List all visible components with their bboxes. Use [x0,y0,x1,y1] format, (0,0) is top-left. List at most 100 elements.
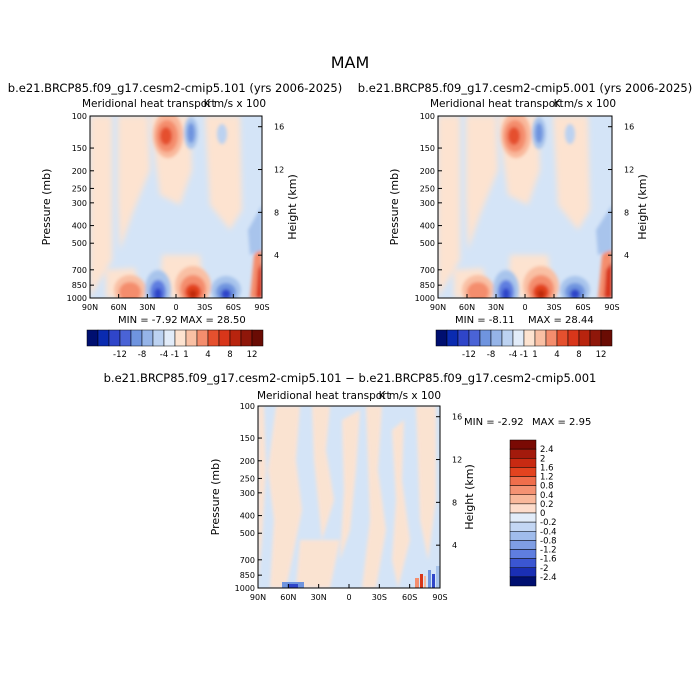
x-tick-label: 90N [430,303,446,312]
heatmap-field [258,406,440,588]
y-axis-label: Pressure (mb) [209,459,222,536]
colorbar-swatch [578,329,591,347]
y-right-tick-label: 8 [624,208,629,217]
y-tick-label: 200 [240,457,255,466]
colorbar-swatch [509,576,537,587]
panel-units: K m/s x 100 [379,390,441,402]
y-tick-label: 300 [420,199,435,208]
y-tick-label: 700 [240,556,255,565]
panel-title: b.e21.BRCP85.f09_g17.cesm2-cmip5.001 (yr… [358,81,692,95]
colorbar-label: -0.2 [540,518,557,528]
y-tick-label: 150 [420,144,435,153]
y-tick-label: 700 [420,266,435,275]
colorbar-label: -1 [171,350,179,360]
x-tick-label: 60N [459,303,475,312]
colorbar-swatch [435,329,448,347]
colorbar-label: -0.8 [540,536,557,546]
y-right-tick-label: 4 [624,251,629,260]
colorbar-label: 12 [596,350,607,360]
colorbar-label: 0.8 [540,482,554,492]
y-tick-label: 500 [72,239,87,248]
colorbar-label: -0.4 [540,527,557,537]
x-tick-label: 0 [346,593,351,602]
y-right-tick-label: 12 [274,166,284,175]
heatmap-field [438,116,612,298]
x-tick-label: 90S [254,303,269,312]
colorbar-label: 4 [554,350,559,360]
y-tick-label: 850 [72,281,87,290]
min-value: MIN = -7.92 [118,315,178,326]
colorbar-swatch [446,329,459,347]
colorbar-swatch [523,329,536,347]
colorbar-swatch [534,329,547,347]
colorbar-swatch [512,329,525,347]
y-axis-right-label: Height (km) [636,174,649,240]
y-tick-label: 400 [240,512,255,521]
y-axis-right-label: Height (km) [463,464,476,530]
max-value: MAX = 28.50 [180,315,246,326]
colorbar-swatch [490,329,503,347]
y-tick-label: 100 [240,402,255,411]
colorbar-swatch [509,567,537,578]
colorbar-swatch [185,329,198,347]
y-tick-label: 500 [240,529,255,538]
y-tick-label: 850 [240,571,255,580]
y-tick-label: 850 [420,281,435,290]
y-right-tick-label: 8 [452,498,457,507]
colorbar-label: 0 [540,509,545,519]
colorbar-swatch [163,329,176,347]
colorbar-label: -8 [487,350,495,360]
x-tick-label: 60S [402,593,417,602]
panel-subtitle: Meridional heat transport [82,98,216,110]
panel-subtitle: Meridional heat transport [257,390,391,402]
x-tick-label: 30S [372,593,387,602]
x-tick-label: 90S [432,593,447,602]
y-axis-right-label: Height (km) [286,174,299,240]
y-tick-label: 500 [420,239,435,248]
min-value: MIN = -8.11 [455,315,515,326]
y-right-tick-label: 4 [452,541,457,550]
colorbar-swatch [130,329,143,347]
colorbar-swatch [509,476,537,486]
panel-subtitle: Meridional heat transport [430,98,564,110]
y-right-tick-label: 16 [274,123,284,132]
colorbar-swatch [501,329,514,347]
y-tick-label: 1000 [235,584,255,593]
x-tick-label: 60S [575,303,590,312]
colorbar-swatch [509,494,537,505]
heatmap-field [90,116,262,298]
y-tick-label: 250 [72,184,87,193]
colorbar-swatch [600,329,613,347]
colorbar-label: 1.2 [540,473,554,483]
max-value: MAX = 28.44 [528,315,594,326]
y-right-tick-label: 8 [274,208,279,217]
panel-title: b.e21.BRCP85.f09_g17.cesm2-cmip5.101 (yr… [8,81,342,95]
colorbar-swatch [218,329,231,347]
x-tick-label: 60N [280,593,296,602]
colorbar-label: 0.2 [540,500,554,510]
colorbar-swatch [468,329,481,347]
colorbar-swatch [196,329,209,347]
colorbar-swatch [545,329,558,347]
colorbar-swatch [509,540,537,550]
panel-top-right: b.e21.BRCP85.f09_g17.cesm2-cmip5.001 (yr… [358,81,692,326]
colorbar-swatch [207,329,220,347]
colorbar-label: 8 [227,350,232,360]
colorbar-label: -12 [113,350,127,360]
y-right-tick-label: 16 [452,413,462,422]
colorbar-swatch [509,503,537,514]
min-value: MIN = -2.92 [464,417,524,428]
y-tick-label: 1000 [67,294,87,303]
colorbar-swatch [97,329,110,347]
x-tick-label: 90S [604,303,619,312]
colorbar-label: -4 [509,350,517,360]
x-tick-label: 30N [311,593,327,602]
colorbar-label: -12 [462,350,476,360]
colorbar-label: 1.6 [540,463,554,473]
x-tick-label: 30N [139,303,155,312]
colorbar-swatch [509,448,537,459]
colorbar-swatch [229,329,242,347]
